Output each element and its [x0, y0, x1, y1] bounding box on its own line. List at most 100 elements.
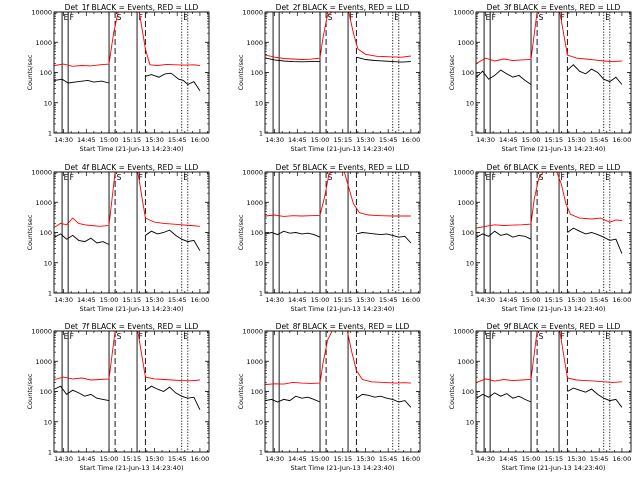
- series-events-line: [54, 72, 201, 91]
- x-tick-label: 15:30: [356, 296, 375, 304]
- y-axis-label: Counts/sec: [237, 54, 245, 90]
- x-tick-label: 15:15: [333, 296, 352, 304]
- x-axis-start-time: (21-Jun-13 14:23:40): [326, 464, 394, 472]
- series-lld-line: [476, 331, 622, 383]
- x-tick-label: 15:45: [168, 296, 187, 304]
- marker-label: F: [561, 332, 565, 341]
- detector-panel-3: Det_3f BLACK = Events, RED = LLD Counts/s…: [448, 3, 632, 153]
- y-tick-label: 1000: [457, 199, 474, 207]
- detector-panel-8: Det_8f BLACK = Events, RED = LLD Counts/s…: [237, 322, 421, 472]
- x-tick-label: 15:00: [522, 136, 541, 144]
- x-tick-label: 15:00: [522, 296, 541, 304]
- series-lld-line: [54, 172, 200, 228]
- x-tick-label: 15:15: [544, 296, 563, 304]
- x-axis-label-prefix: Start Time: [501, 305, 537, 313]
- plot-frame: [53, 171, 210, 294]
- y-tick-label: 10: [466, 259, 474, 267]
- series-lld-line: [265, 331, 411, 385]
- y-axis-label: Counts/sec: [237, 373, 245, 409]
- x-axis-label: Start Time (21-Jun-13 14:23:40): [290, 305, 394, 313]
- x-axis-label: Start Time (21-Jun-13 14:23:40): [501, 305, 605, 313]
- y-axis-label: Counts/sec: [237, 214, 245, 250]
- marker-label: F: [492, 332, 496, 341]
- y-tick-label: 10: [255, 418, 263, 426]
- y-tick-label: 1: [259, 290, 263, 298]
- marker-label: E: [486, 13, 491, 22]
- y-tick-label: 10: [255, 259, 263, 267]
- x-tick-label: 15:15: [333, 455, 352, 463]
- x-tick-label: 15:30: [356, 455, 375, 463]
- y-tick-label: 1: [259, 449, 263, 457]
- x-axis-start-time: (21-Jun-13 14:23:40): [537, 464, 605, 472]
- detector-panel-2: Det_2f BLACK = Events, RED = LLD Counts/s…: [237, 3, 421, 153]
- x-tick-label: 14:30: [476, 296, 495, 304]
- marker-label: E: [605, 173, 610, 182]
- panel-title: Det_6f BLACK = Events, RED = LLD: [487, 163, 621, 172]
- x-axis-start-time: (21-Jun-13 14:23:40): [115, 464, 183, 472]
- marker-label: F: [139, 13, 143, 22]
- x-tick-label: 15:15: [122, 296, 141, 304]
- x-tick-label: 14:30: [476, 455, 495, 463]
- y-tick-label: 100: [251, 388, 263, 396]
- panel-title: Det_5f BLACK = Events, RED = LLD: [276, 163, 410, 172]
- x-tick-label: 14:45: [288, 136, 307, 144]
- detector-panel-6: Det_6f BLACK = Events, RED = LLD Counts/s…: [448, 163, 632, 313]
- marker-label: E: [183, 13, 188, 22]
- x-tick-label: 16:00: [191, 296, 210, 304]
- x-axis-label: Start Time (21-Jun-13 14:23:40): [290, 464, 394, 472]
- y-tick-label: 100: [462, 229, 474, 237]
- y-tick-label: 1000: [35, 358, 52, 366]
- y-tick-label: 100: [251, 229, 263, 237]
- y-tick-label: 10000: [453, 169, 474, 177]
- x-tick-label: 15:45: [168, 136, 187, 144]
- x-tick-label: 14:45: [77, 296, 96, 304]
- x-tick-label: 15:15: [122, 136, 141, 144]
- series-events-line: [476, 387, 623, 408]
- y-tick-label: 10: [44, 259, 52, 267]
- x-axis-label: Start Time (21-Jun-13 14:23:40): [79, 305, 183, 313]
- plot-frame: [475, 11, 632, 134]
- x-tick-label: 15:45: [379, 136, 398, 144]
- marker-label: F: [492, 173, 496, 182]
- marker-label: E: [64, 13, 69, 22]
- x-axis-label-prefix: Start Time: [79, 305, 115, 313]
- detector-panel-7: Det_7f BLACK = Events, RED = LLD Counts/s…: [26, 322, 210, 472]
- x-axis-start-time: (21-Jun-13 14:23:40): [115, 145, 183, 153]
- y-tick-label: 100: [251, 69, 263, 77]
- detector-panel-4: Det_4f BLACK = Events, RED = LLD Counts/s…: [26, 163, 210, 313]
- x-tick-label: 15:45: [168, 455, 187, 463]
- x-tick-label: 15:00: [100, 136, 119, 144]
- y-tick-label: 10: [466, 99, 474, 107]
- plot-frame: [264, 330, 421, 453]
- series-lld-line: [476, 172, 622, 229]
- x-tick-label: 16:00: [402, 455, 421, 463]
- x-tick-label: 16:00: [191, 136, 210, 144]
- marker-label: E: [486, 173, 491, 182]
- x-tick-label: 15:00: [311, 455, 330, 463]
- panel-title: Det_2f BLACK = Events, RED = LLD: [276, 3, 410, 12]
- panel-title: Det_9f BLACK = Events, RED = LLD: [487, 322, 621, 331]
- y-tick-label: 100: [462, 388, 474, 396]
- x-tick-label: 14:30: [265, 136, 284, 144]
- plot-frame: [264, 11, 421, 134]
- x-axis-label: Start Time (21-Jun-13 14:23:40): [501, 145, 605, 153]
- series-lld-line: [265, 172, 411, 217]
- x-tick-label: 15:45: [590, 455, 609, 463]
- y-tick-label: 10000: [31, 328, 52, 336]
- y-tick-label: 1000: [457, 39, 474, 47]
- y-tick-label: 1000: [246, 199, 263, 207]
- x-tick-label: 15:00: [100, 455, 119, 463]
- marker-label: S: [117, 332, 122, 341]
- marker-label: F: [70, 13, 74, 22]
- x-tick-label: 15:30: [356, 136, 375, 144]
- x-axis-start-time: (21-Jun-13 14:23:40): [537, 145, 605, 153]
- y-axis-label: Counts/sec: [26, 373, 34, 409]
- y-tick-label: 1: [259, 130, 263, 138]
- x-tick-label: 14:30: [265, 455, 284, 463]
- marker-label: F: [561, 13, 565, 22]
- marker-label: F: [70, 332, 74, 341]
- plot-frame: [475, 171, 632, 294]
- panel-title: Det_7f BLACK = Events, RED = LLD: [65, 322, 199, 331]
- x-tick-label: 15:00: [311, 136, 330, 144]
- marker-label: S: [539, 173, 544, 182]
